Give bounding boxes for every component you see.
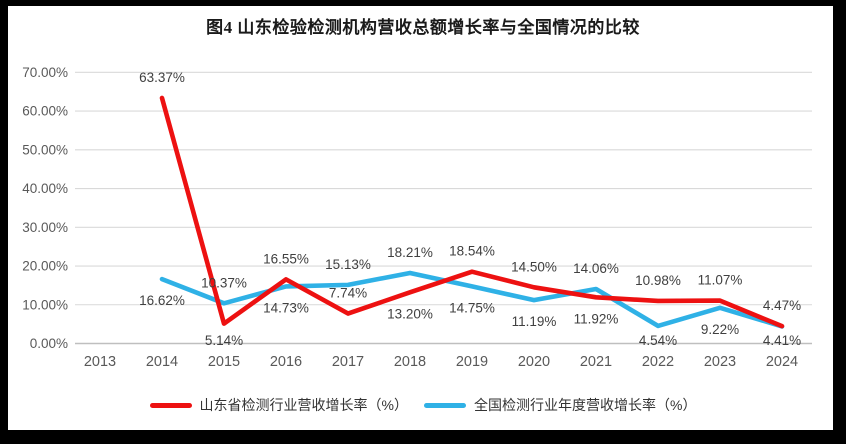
series-line-shandong <box>159 95 785 329</box>
legend-label-national: 全国检测行业年度营收增长率（%） <box>474 397 697 413</box>
chart-title: 图4 山东检验检测机构营收总额增长率与全国情况的比较 <box>206 18 640 37</box>
y-axis-tick-label: 70.00% <box>22 65 68 80</box>
x-axis-tick-label: 2013 <box>84 354 116 370</box>
x-axis-tick-label: 2022 <box>642 354 674 370</box>
data-label-shandong: 11.07% <box>698 273 743 288</box>
legend-label-shandong: 山东省检测行业营收增长率（%） <box>199 397 408 413</box>
x-axis-tick-label: 2018 <box>394 354 426 370</box>
x-axis-tick-label: 2014 <box>146 354 178 370</box>
data-label-shandong: 10.98% <box>635 273 681 288</box>
data-label-shandong: 7.74% <box>329 286 367 301</box>
chart-canvas <box>8 6 833 430</box>
legend-item-shandong: 山东省检测行业营收增长率（%） <box>149 395 408 415</box>
data-label-shandong: 11.92% <box>574 311 619 326</box>
y-axis-tick-label: 30.00% <box>22 220 68 235</box>
legend-blue-line-icon <box>424 402 466 408</box>
legend-red-line-icon <box>149 402 192 408</box>
data-label-shandong: 4.47% <box>763 298 801 313</box>
data-label-national: 15.13% <box>325 257 371 272</box>
data-label-national: 14.06% <box>573 261 619 276</box>
data-label-national: 9.22% <box>701 322 739 337</box>
x-axis-tick-label: 2021 <box>580 354 612 370</box>
data-label-shandong: 16.55% <box>263 251 309 266</box>
data-label-national: 11.19% <box>512 314 557 329</box>
data-label-national: 4.41% <box>763 333 801 348</box>
y-axis-tick-label: 50.00% <box>22 142 68 157</box>
data-label-shandong: 5.14% <box>205 333 243 348</box>
x-axis-tick-label: 2020 <box>518 354 550 370</box>
chart-legend: 山东省检测行业营收增长率（%） 全国检测行业年度营收增长率（%） <box>0 395 846 415</box>
data-label-national: 4.54% <box>639 333 677 348</box>
data-label-shandong: 14.50% <box>511 259 557 274</box>
data-label-national: 16.62% <box>139 293 185 308</box>
data-label-national: 14.75% <box>449 300 495 315</box>
data-label-shandong: 18.54% <box>449 244 495 259</box>
x-axis-tick-label: 2023 <box>704 354 736 370</box>
legend-item-national: 全国检测行业年度营收增长率（%） <box>424 395 696 415</box>
y-axis-tick-label: 60.00% <box>22 104 68 119</box>
y-axis-tick-label: 0.00% <box>30 336 68 351</box>
x-axis-tick-label: 2015 <box>208 354 240 370</box>
data-label-national: 10.37% <box>201 275 247 290</box>
x-axis-tick-label: 2017 <box>332 354 364 370</box>
x-axis-tick-label: 2024 <box>766 354 798 370</box>
y-axis-tick-label: 20.00% <box>22 259 68 274</box>
data-label-national: 18.21% <box>387 245 433 260</box>
data-label-national: 14.73% <box>263 300 309 315</box>
y-axis-tick-label: 40.00% <box>22 181 68 196</box>
y-axis-tick-label: 10.00% <box>22 297 68 312</box>
data-label-shandong: 63.37% <box>139 70 185 85</box>
x-axis-tick-label: 2016 <box>270 354 302 370</box>
data-label-shandong: 13.20% <box>387 306 433 321</box>
x-axis-tick-label: 2019 <box>456 354 488 370</box>
